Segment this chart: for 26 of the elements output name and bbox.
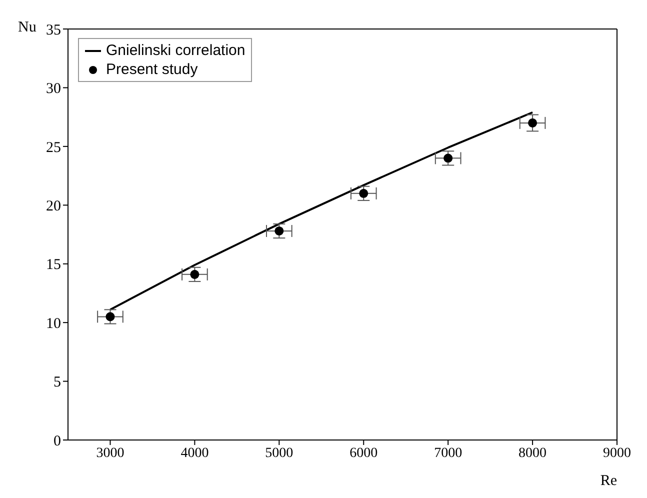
y-tick-label: 15: [46, 257, 61, 274]
x-tick-label: 9000: [603, 446, 631, 461]
y-tick-label: 35: [46, 22, 61, 38]
point: [190, 270, 200, 279]
x-tick-label: 8000: [518, 446, 547, 461]
legend-label: Present study: [106, 60, 198, 79]
x-tick-label: 5000: [265, 446, 294, 461]
x-tick-label: 3000: [96, 446, 124, 461]
y-tick-label: 10: [46, 316, 61, 332]
y-axis-title: Nu: [18, 20, 37, 36]
y-tick-label: 25: [46, 140, 61, 156]
x-tick-label: 4000: [180, 446, 209, 461]
point: [274, 226, 284, 236]
y-tick-label: 30: [46, 81, 61, 98]
line-series: [109, 111, 534, 311]
point: [528, 118, 538, 128]
y-tick-label: 5: [54, 374, 61, 391]
x-tick-label: 6000: [350, 446, 378, 461]
x-tick-label: 7000: [434, 446, 462, 461]
point: [444, 154, 453, 163]
point: [359, 188, 368, 198]
y-tick-label: 0: [54, 433, 61, 450]
point: [106, 312, 115, 322]
x-axis-title: Re: [600, 473, 618, 489]
legend-label: Gnielinski correlation: [106, 41, 246, 60]
y-tick-label: 20: [46, 198, 61, 214]
